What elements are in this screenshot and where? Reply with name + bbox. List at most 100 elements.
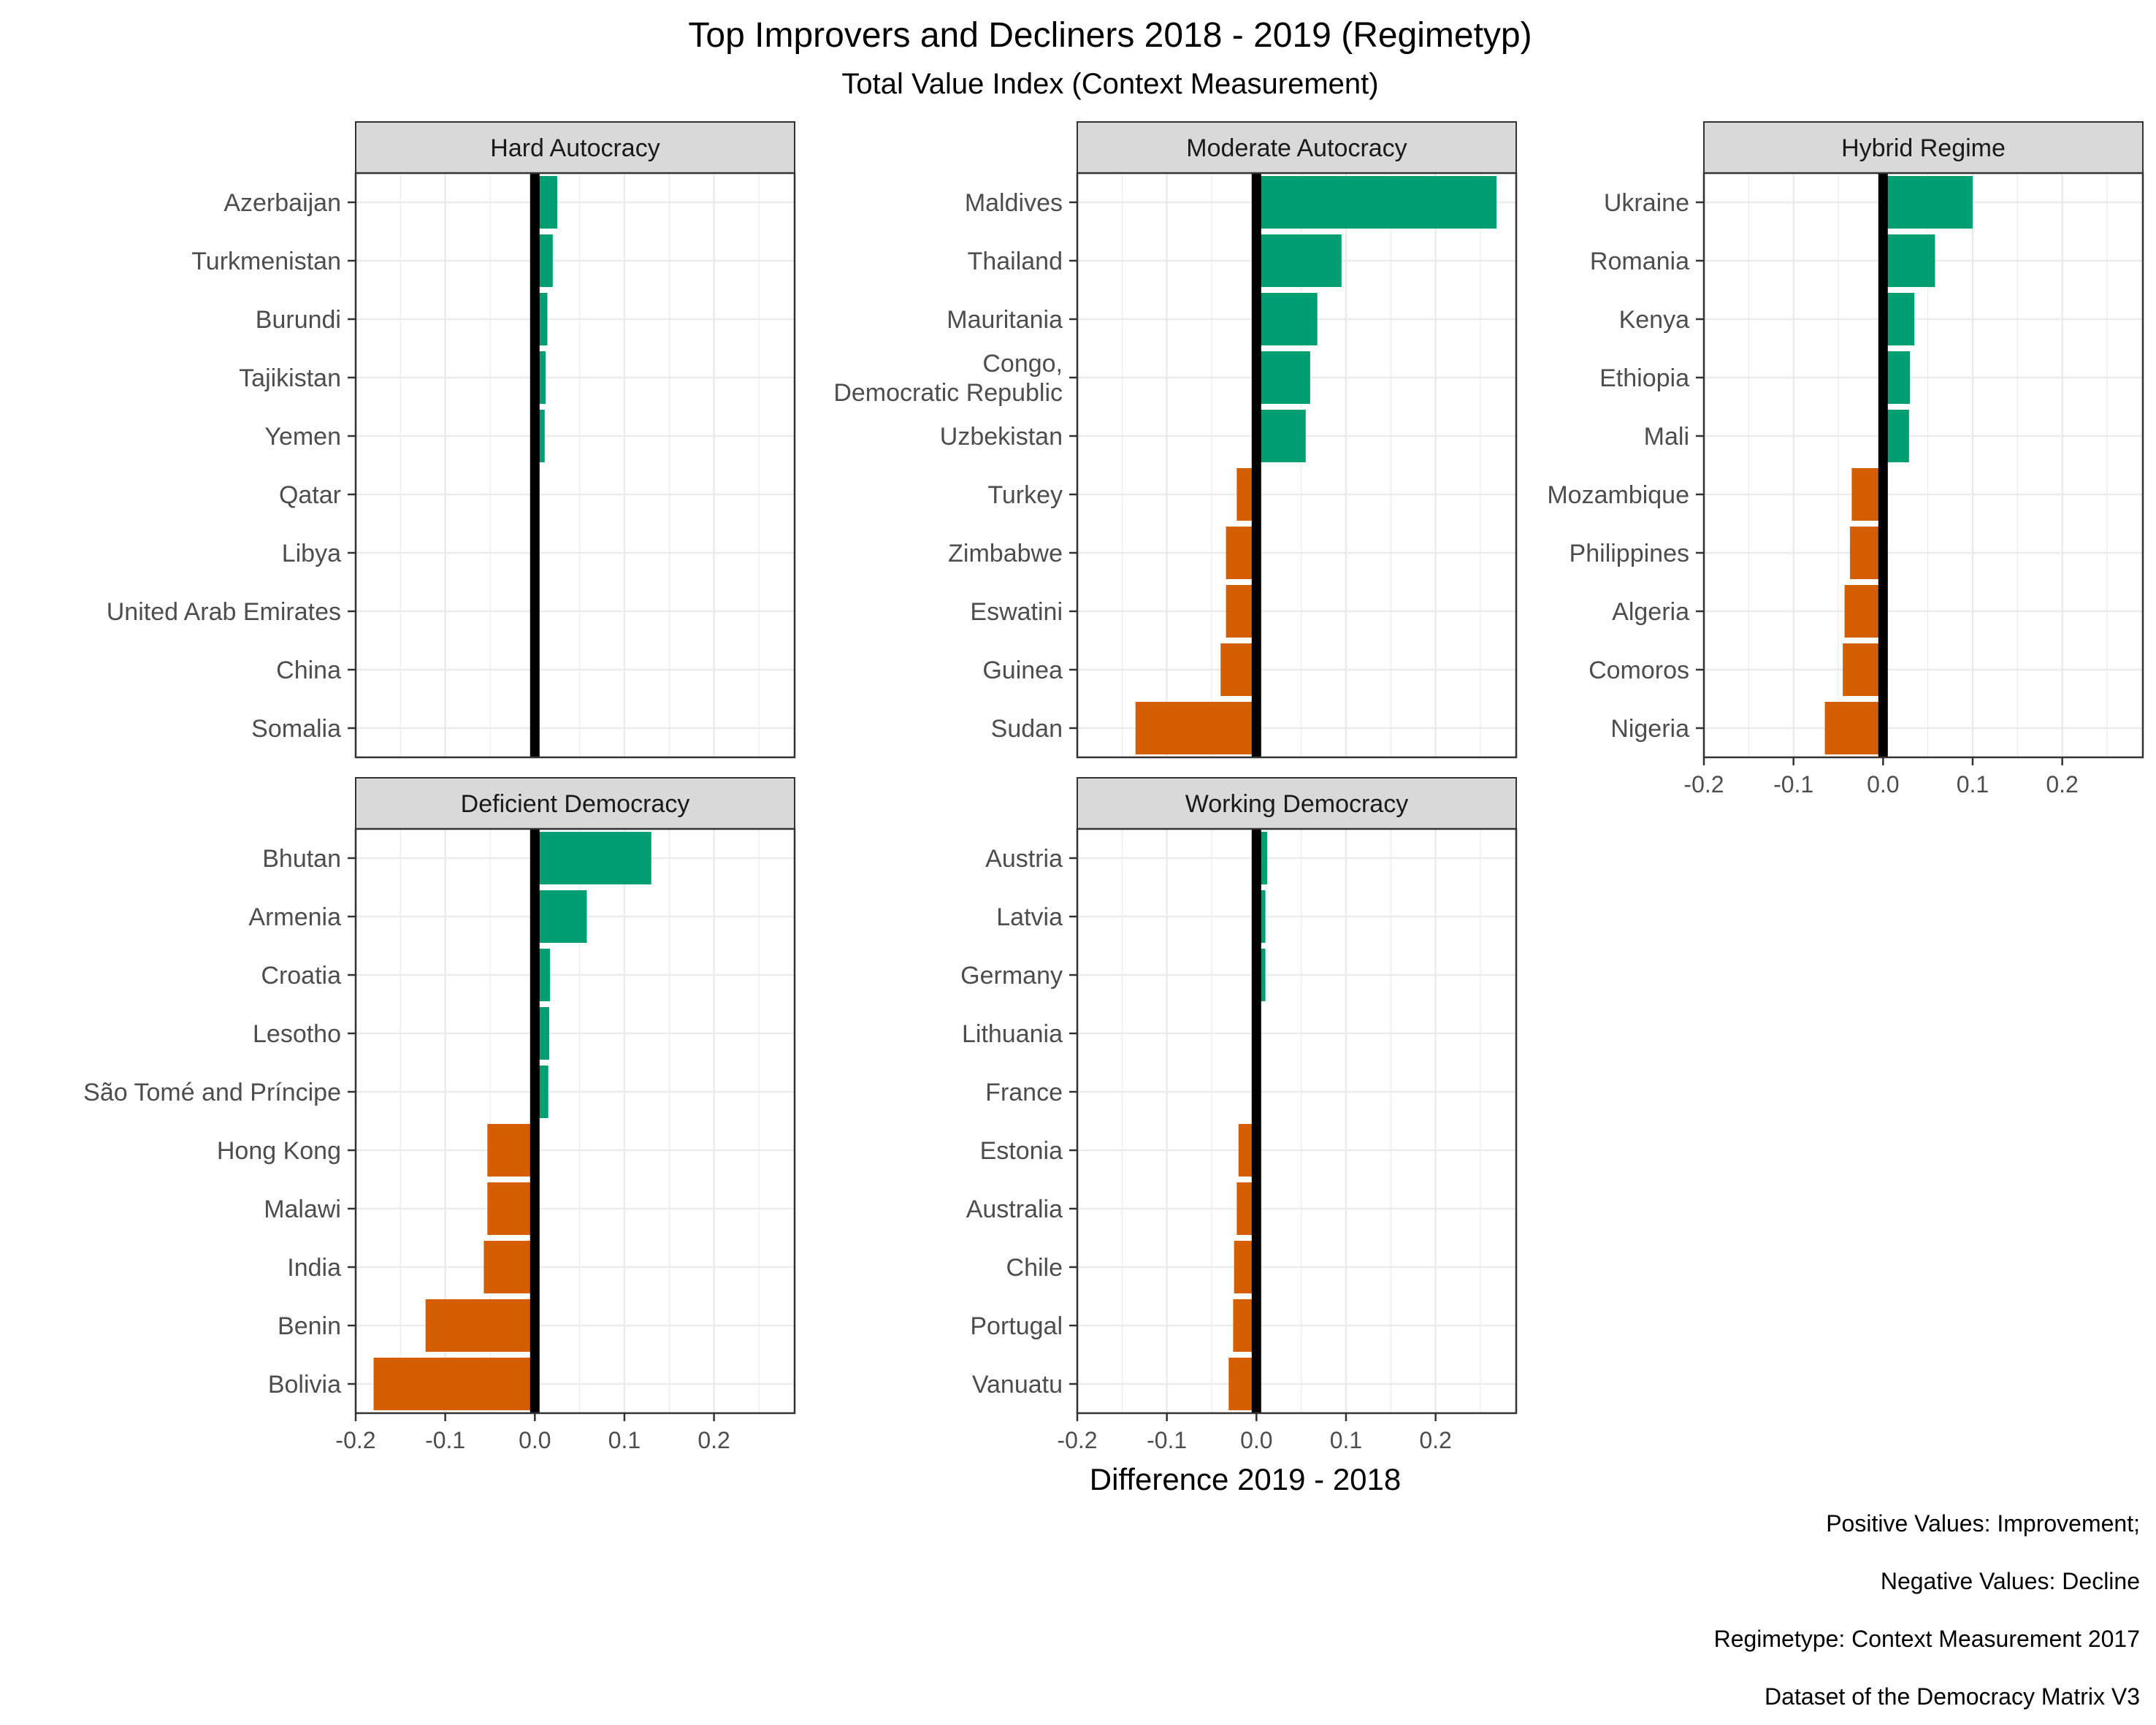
category-label-line: Benin — [278, 1312, 341, 1340]
bar-bolivia — [373, 1358, 535, 1410]
category-label-line: Nigeria — [1610, 715, 1689, 743]
category-label-line: Vanuatu — [972, 1371, 1063, 1399]
category-label: Lithuania — [962, 1020, 1063, 1048]
facet-title: Hard Autocracy — [490, 134, 660, 162]
category-label: São Tomé and Príncipe — [83, 1079, 341, 1106]
category-label-line: Algeria — [1612, 598, 1689, 626]
category-label-line: Ethiopia — [1599, 364, 1689, 392]
category-label-line: Lithuania — [962, 1020, 1063, 1048]
x-axis: -0.2 -0.1 0.0 0.1 0.2 — [1057, 1413, 1452, 1453]
facet-moderate-autocracy: Moderate Autocracy Maldives Thailand Maurit… — [833, 121, 1518, 759]
bar-india — [483, 1241, 535, 1293]
category-label-line: Democratic Republic — [833, 379, 1063, 407]
bar-bhutan — [535, 832, 651, 884]
bar-algeria — [1844, 585, 1884, 638]
category-label: Somalia — [251, 715, 341, 743]
category-label-line: Ukraine — [1604, 189, 1689, 217]
category-label-line: Bolivia — [268, 1371, 341, 1399]
category-label-line: Austria — [985, 845, 1063, 873]
facet-hybrid-regime: Hybrid Regime Ukraine Romania Kenya Ethiopia… — [1547, 121, 2144, 798]
category-label: Qatar — [279, 481, 341, 509]
category-label: Tajikistan — [239, 364, 341, 392]
category-label: Armenia — [248, 903, 341, 931]
x-tick-label: -0.2 — [1683, 771, 1724, 798]
panel-background — [1077, 829, 1516, 1413]
caption-line-1: Positive Values: Improvement; — [1826, 1510, 2140, 1537]
bar-congo-democratic-republic — [1256, 351, 1310, 404]
facet-title: Moderate Autocracy — [1186, 134, 1407, 162]
category-label: Romania — [1590, 248, 1689, 275]
bar-ukraine — [1883, 176, 1973, 229]
category-label: Congo, Democratic Republic — [833, 350, 1063, 407]
category-label: Mauritania — [947, 306, 1063, 334]
category-label-line: Burundi — [256, 306, 341, 334]
panel-border — [1076, 827, 1518, 1415]
category-label-line: Somalia — [251, 715, 341, 743]
category-label: Azerbaijan — [223, 189, 341, 217]
category-label: Algeria — [1612, 598, 1689, 626]
category-label: Libya — [282, 540, 341, 567]
category-label: Austria — [985, 845, 1063, 873]
category-label: France — [985, 1079, 1063, 1106]
category-label-line: Maldives — [965, 189, 1063, 217]
category-label-line: Libya — [282, 540, 341, 567]
category-label-line: Romania — [1590, 248, 1689, 275]
panel-border — [354, 827, 796, 1415]
facet-title: Hybrid Regime — [1841, 134, 2006, 162]
x-tick-label: 0.0 — [1240, 1427, 1272, 1453]
category-label-line: São Tomé and Príncipe — [83, 1079, 341, 1106]
x-axis-label: Difference 2019 - 2018 — [1090, 1462, 1402, 1496]
x-tick-label: 0.2 — [697, 1427, 730, 1453]
category-label: Lesotho — [253, 1020, 341, 1048]
bars — [1135, 176, 1497, 754]
x-tick-label: 0.0 — [1867, 771, 1899, 798]
category-label-line: Latvia — [996, 903, 1063, 931]
x-tick-label: -0.2 — [1057, 1427, 1097, 1453]
category-label-line: Mauritania — [947, 306, 1063, 334]
category-label: Germany — [960, 962, 1063, 990]
category-label-line: Lesotho — [253, 1020, 341, 1048]
category-label-line: Mozambique — [1547, 481, 1689, 509]
bar-sudan — [1135, 702, 1257, 754]
category-label: Ethiopia — [1599, 364, 1689, 392]
bar-eswatini — [1226, 585, 1257, 638]
category-label: Turkmenistan — [191, 248, 341, 275]
gridlines — [1076, 173, 1516, 757]
category-label: Zimbabwe — [948, 540, 1063, 567]
facet-strip — [1077, 777, 1517, 830]
x-tick-label: 0.0 — [519, 1427, 551, 1453]
category-label: Portugal — [970, 1312, 1063, 1340]
category-label: Vanuatu — [972, 1371, 1063, 1399]
category-label: China — [276, 657, 341, 684]
facet-deficient-democracy: Deficient Democracy Bhutan Armenia Croatia L… — [83, 777, 796, 1453]
category-label-line: Turkey — [987, 481, 1063, 509]
x-tick-label: -0.1 — [1147, 1427, 1187, 1453]
bar-comoros — [1843, 643, 1884, 696]
category-label: Hong Kong — [217, 1137, 341, 1165]
category-label: Latvia — [996, 903, 1063, 931]
chart-subtitle: Total Value Index (Context Measurement) — [841, 68, 1378, 100]
category-label: Mozambique — [1547, 481, 1689, 509]
facet-working-democracy: Working Democracy Austria Latvia Germany Lit… — [960, 777, 1518, 1453]
bar-benin — [425, 1299, 535, 1352]
bar-uzbekistan — [1256, 410, 1306, 462]
category-label-line: Kenya — [1619, 306, 1689, 334]
category-label: Guinea — [982, 657, 1063, 684]
category-label-line: Armenia — [248, 903, 341, 931]
category-label-line: Philippines — [1570, 540, 1689, 567]
category-label-line: Croatia — [261, 962, 341, 990]
x-tick-label: 0.2 — [1419, 1427, 1451, 1453]
category-label-line: Uzbekistan — [940, 423, 1063, 451]
bar-kenya — [1883, 293, 1915, 345]
category-label-line: China — [276, 657, 341, 684]
category-label-line: Congo, — [982, 350, 1063, 378]
bar-romania — [1883, 234, 1935, 287]
bars — [1824, 176, 1973, 754]
facet-panels: Hard Autocracy Azerbaijan Turkmenistan Buru… — [83, 121, 2144, 1453]
category-label: Australia — [966, 1196, 1063, 1223]
panel-background — [356, 173, 795, 757]
category-label-line: Thailand — [968, 248, 1063, 275]
category-label: Turkey — [987, 481, 1063, 509]
category-label: Ukraine — [1604, 189, 1689, 217]
